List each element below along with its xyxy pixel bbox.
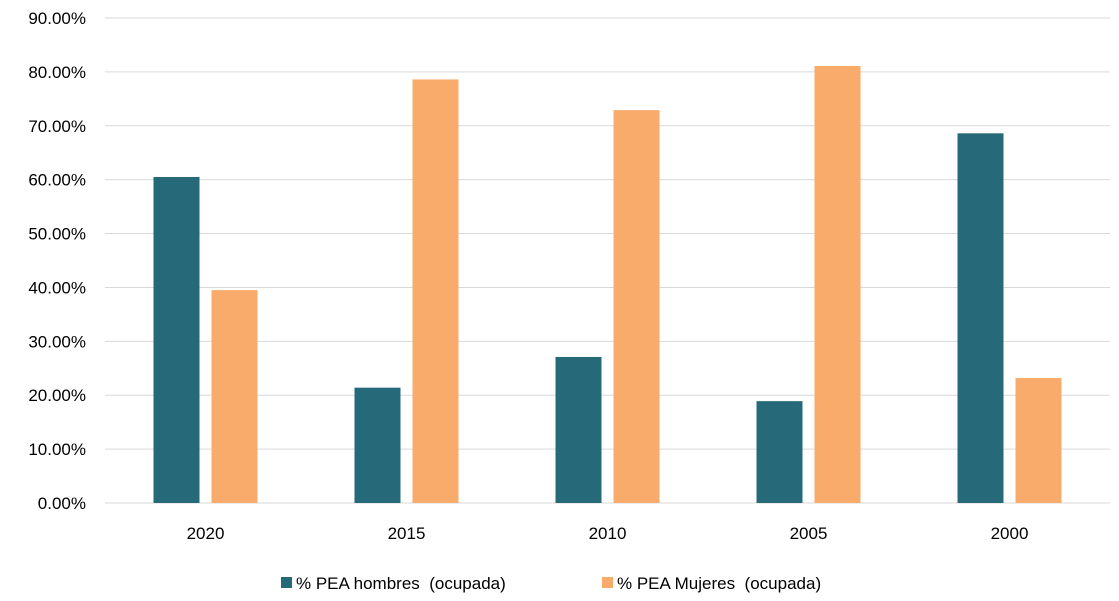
bars (153, 65, 1062, 504)
legend-label-hombres: % PEA hombres (ocupada) (296, 574, 506, 593)
bar-mujeres-2000 (1015, 377, 1062, 503)
legend-swatch-hombres (281, 577, 292, 588)
y-tick-label: 20.00% (28, 386, 86, 405)
y-tick-label: 60.00% (28, 171, 86, 190)
bar-hombres-2005 (756, 401, 803, 503)
y-axis-tick-labels: 0.00% 10.00% 20.00% 30.00% 40.00% 50.00% 60.00… (28, 9, 86, 513)
bar-mujeres-2015 (412, 79, 459, 503)
bar-mujeres-2020 (211, 290, 258, 503)
y-tick-label: 10.00% (28, 440, 86, 459)
x-tick-label-2005: 2005 (790, 524, 828, 543)
bar-hombres-2010 (555, 356, 602, 503)
bar-hombres-2000 (957, 133, 1004, 504)
bar-hombres-2020 (153, 176, 200, 503)
x-axis-tick-labels: 2020 2015 2010 2005 2000 (187, 524, 1029, 543)
legend: % PEA hombres (ocupada) % PEA Mujeres (o… (281, 574, 821, 593)
bar-hombres-2015 (354, 387, 401, 503)
bar-mujeres-2005 (814, 65, 861, 503)
y-tick-label: 90.00% (28, 9, 86, 28)
legend-swatch-mujeres (602, 577, 613, 588)
y-tick-label: 40.00% (28, 278, 86, 297)
x-tick-label-2010: 2010 (589, 524, 627, 543)
y-tick-label: 50.00% (28, 225, 86, 244)
legend-label-mujeres: % PEA Mujeres (ocupada) (617, 574, 821, 593)
y-tick-label: 80.00% (28, 63, 86, 82)
bar-mujeres-2010 (613, 110, 660, 504)
x-tick-label-2000: 2000 (991, 524, 1029, 543)
y-tick-label: 0.00% (38, 494, 86, 513)
x-tick-label-2015: 2015 (388, 524, 426, 543)
gridlines (105, 17, 1110, 504)
y-tick-label: 30.00% (28, 332, 86, 351)
x-tick-label-2020: 2020 (187, 524, 225, 543)
y-tick-label: 70.00% (28, 117, 86, 136)
